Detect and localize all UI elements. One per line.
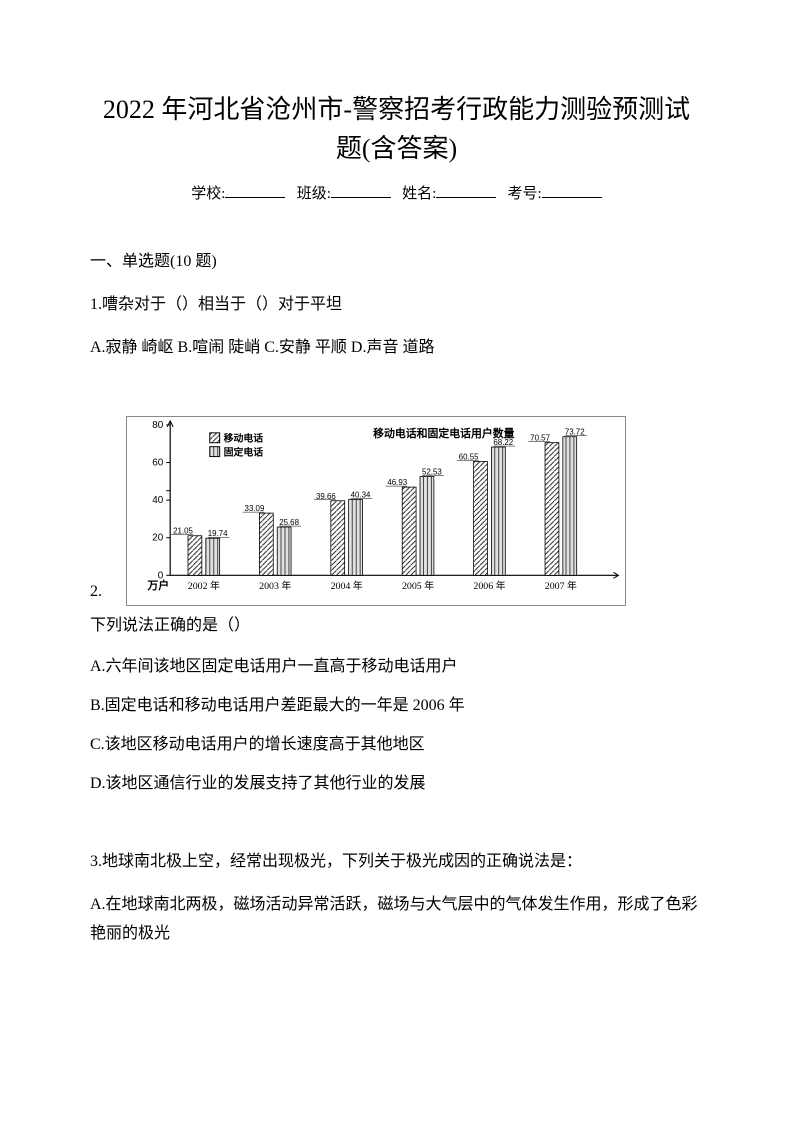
q2-option-a: A.六年间该地区固定电话用户一直高于移动电话用户 xyxy=(90,653,703,682)
section-heading: 一、单选题(10 题) xyxy=(90,248,703,277)
phone-chart: 02040608021.0519.742002 年33.0925.682003 … xyxy=(126,416,626,606)
student-info-line: 学校: 班级: 姓名: 考号: xyxy=(90,180,703,208)
chart-container: 02040608021.0519.742002 年33.0925.682003 … xyxy=(126,416,626,606)
svg-text:33.09: 33.09 xyxy=(245,505,265,514)
svg-text:73.72: 73.72 xyxy=(565,428,585,437)
svg-text:52.53: 52.53 xyxy=(422,468,442,477)
examno-blank xyxy=(542,180,602,198)
svg-text:2007 年: 2007 年 xyxy=(545,580,577,593)
school-blank xyxy=(225,180,285,198)
svg-text:移动电话和固定电话用户数量: 移动电话和固定电话用户数量 xyxy=(373,426,514,440)
q3-stem: 3.地球南北极上空，经常出现极光，下列关于极光成因的正确说法是： xyxy=(90,848,703,877)
q2-option-d: D.该地区通信行业的发展支持了其他行业的发展 xyxy=(90,770,703,799)
q2-option-c: C.该地区移动电话用户的增长速度高于其他地区 xyxy=(90,731,703,760)
svg-text:60: 60 xyxy=(152,458,163,469)
name-label: 姓名: xyxy=(402,186,436,202)
svg-text:移动电话: 移动电话 xyxy=(224,432,264,445)
q2-stem: 下列说法正确的是（） xyxy=(90,612,703,641)
examno-label: 考号: xyxy=(508,186,542,202)
name-blank xyxy=(436,180,496,198)
q3-option-a: A.在地球南北两极，磁场活动异常活跃，磁场与大气层中的气体发生作用，形成了色彩艳… xyxy=(90,891,703,949)
svg-text:80: 80 xyxy=(152,420,163,431)
svg-text:2006 年: 2006 年 xyxy=(473,580,505,593)
svg-text:固定电话: 固定电话 xyxy=(224,446,264,459)
page-title: 2022 年河北省沧州市-警察招考行政能力测验预测试题(含答案) xyxy=(90,90,703,168)
svg-text:40: 40 xyxy=(152,495,163,506)
svg-text:2002 年: 2002 年 xyxy=(188,580,220,593)
school-label: 学校: xyxy=(191,186,225,202)
q1-stem: 1.嘈杂对于（）相当于（）对于平坦 xyxy=(90,291,703,320)
q2-number: 2. xyxy=(90,578,102,607)
q1-options: A.寂静 崎岖 B.喧闹 陡峭 C.安静 平顺 D.声音 道路 xyxy=(90,334,703,363)
class-blank xyxy=(331,180,391,198)
svg-text:万户: 万户 xyxy=(146,579,169,593)
svg-text:2003 年: 2003 年 xyxy=(259,580,291,593)
svg-text:2004 年: 2004 年 xyxy=(331,580,363,593)
class-label: 班级: xyxy=(297,186,331,202)
svg-text:2005 年: 2005 年 xyxy=(402,580,434,593)
svg-text:46.93: 46.93 xyxy=(387,478,407,487)
svg-text:39.66: 39.66 xyxy=(316,492,336,501)
svg-text:40.34: 40.34 xyxy=(351,491,371,500)
svg-text:60.55: 60.55 xyxy=(459,453,479,462)
svg-text:70.57: 70.57 xyxy=(530,434,550,443)
svg-text:25.68: 25.68 xyxy=(279,518,299,527)
svg-text:19.74: 19.74 xyxy=(208,530,228,539)
svg-text:21.05: 21.05 xyxy=(173,527,193,536)
svg-text:20: 20 xyxy=(152,533,163,544)
q2-option-b: B.固定电话和移动电话用户差距最大的一年是 2006 年 xyxy=(90,692,703,721)
